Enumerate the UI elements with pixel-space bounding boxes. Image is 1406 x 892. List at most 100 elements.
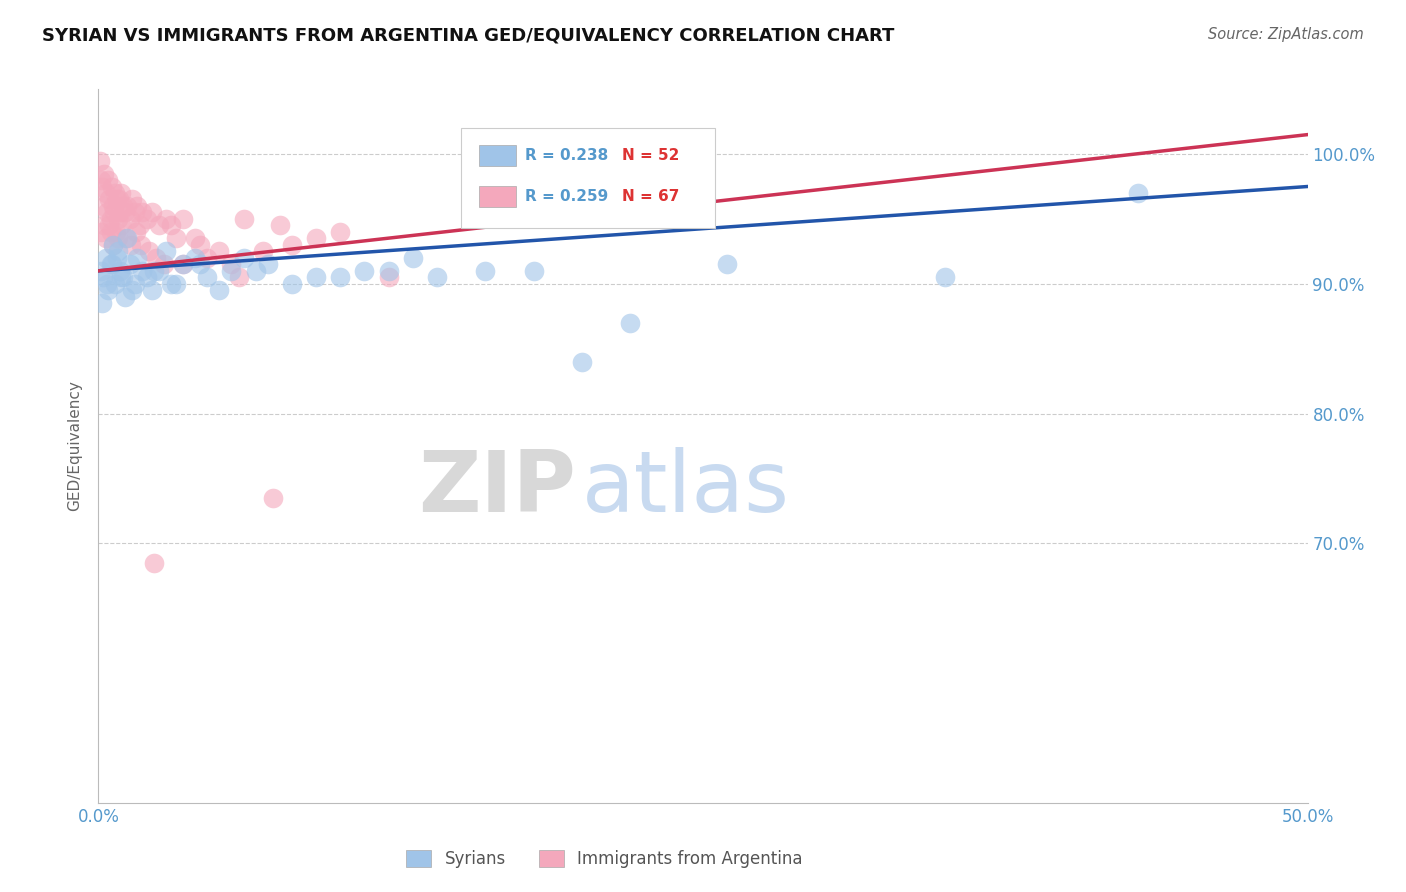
Point: [101, 199, 124, 213]
Text: N = 67: N = 67: [621, 189, 679, 203]
Point: [127, 199, 149, 213]
Point: [107, 211, 129, 226]
Text: ZIP: ZIP: [419, 447, 576, 531]
Point: [716, 257, 738, 271]
Point: [124, 205, 146, 219]
Point: [256, 257, 278, 271]
Point: [281, 238, 304, 252]
Point: [94, 251, 117, 265]
Point: [228, 270, 250, 285]
Point: [523, 264, 546, 278]
Point: [108, 205, 131, 219]
Point: [104, 225, 127, 239]
Point: [91, 296, 114, 310]
Point: [252, 244, 274, 259]
Point: [90, 173, 112, 187]
Point: [934, 270, 956, 285]
Point: [115, 231, 138, 245]
Point: [127, 251, 149, 265]
Point: [96, 231, 118, 245]
Point: [104, 186, 127, 200]
Text: R = 0.259: R = 0.259: [526, 189, 609, 203]
Point: [91, 199, 114, 213]
Text: atlas: atlas: [582, 447, 790, 531]
Point: [145, 251, 167, 265]
Point: [221, 257, 243, 271]
Point: [107, 231, 129, 245]
Point: [93, 219, 115, 233]
Point: [571, 354, 593, 368]
Point: [110, 270, 132, 285]
Point: [426, 270, 449, 285]
Point: [141, 283, 163, 297]
FancyBboxPatch shape: [479, 145, 516, 166]
Point: [96, 277, 118, 291]
Point: [110, 219, 132, 233]
Point: [124, 277, 146, 291]
Point: [402, 251, 425, 265]
Point: [165, 277, 187, 291]
Point: [619, 316, 641, 330]
Point: [195, 251, 218, 265]
Point: [107, 244, 129, 259]
Point: [245, 264, 267, 278]
Point: [90, 264, 112, 278]
Point: [155, 211, 177, 226]
Point: [172, 257, 194, 271]
Point: [160, 219, 183, 233]
Point: [110, 186, 132, 200]
Point: [96, 205, 118, 219]
Point: [195, 270, 218, 285]
Point: [101, 238, 124, 252]
Point: [117, 199, 139, 213]
Point: [188, 238, 211, 252]
Point: [208, 244, 231, 259]
Point: [97, 283, 120, 297]
Point: [129, 238, 152, 252]
Point: [262, 491, 284, 505]
Point: [184, 251, 207, 265]
Point: [117, 231, 139, 245]
Point: [138, 244, 160, 259]
Point: [281, 277, 304, 291]
Point: [120, 238, 142, 252]
Point: [100, 257, 122, 271]
Point: [305, 231, 328, 245]
Point: [474, 264, 496, 278]
Point: [188, 257, 211, 271]
Point: [329, 225, 352, 239]
Point: [105, 251, 128, 265]
Text: R = 0.238: R = 0.238: [526, 148, 609, 163]
Point: [377, 264, 399, 278]
Point: [121, 283, 143, 297]
Point: [232, 211, 254, 226]
Point: [94, 186, 117, 200]
Point: [141, 205, 163, 219]
Point: [111, 199, 134, 213]
Point: [329, 270, 352, 285]
Point: [221, 264, 243, 278]
Point: [305, 270, 328, 285]
Point: [148, 219, 170, 233]
Point: [208, 283, 231, 297]
Point: [91, 270, 114, 285]
Point: [103, 205, 125, 219]
Point: [143, 264, 166, 278]
Point: [104, 277, 127, 291]
Point: [111, 270, 134, 285]
Point: [118, 211, 141, 226]
Y-axis label: GED/Equivalency: GED/Equivalency: [67, 381, 83, 511]
Point: [143, 556, 166, 570]
Point: [108, 193, 131, 207]
Point: [131, 205, 153, 219]
Point: [103, 238, 125, 252]
Point: [100, 211, 122, 226]
Point: [125, 225, 148, 239]
Point: [105, 193, 128, 207]
Point: [269, 219, 291, 233]
Point: [97, 219, 120, 233]
Point: [128, 219, 150, 233]
Point: [100, 257, 122, 271]
Point: [97, 173, 120, 187]
Point: [100, 179, 122, 194]
